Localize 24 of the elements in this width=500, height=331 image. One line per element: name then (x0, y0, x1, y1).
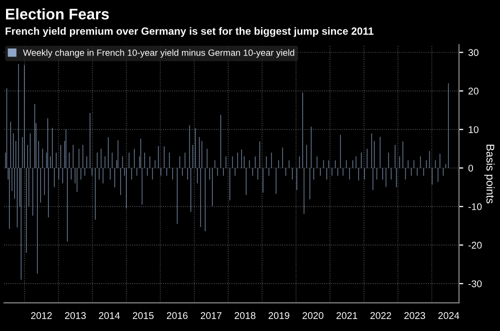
x-tick-label: 2017 (200, 312, 222, 320)
y-tick-label: -10 (468, 203, 482, 210)
chart-title: Election Fears (6, 8, 109, 20)
y-tick-label: -20 (468, 242, 482, 249)
legend-label: Weekly change in French 10-year yield minus German 10-year yield (23, 49, 294, 58)
x-tick-label: 2020 (302, 312, 324, 320)
chart-subtitle: French yield premium over Germany is set for the biggest jump since 2011 (6, 27, 374, 37)
y-tick-label: 30 (468, 49, 478, 56)
y-tick-label: 0 (468, 164, 474, 172)
x-tick-label: 2018 (234, 312, 256, 320)
x-tick-label: 2019 (268, 312, 290, 320)
x-tick-label: 2022 (370, 312, 392, 320)
x-tick-label: 2013 (65, 312, 86, 320)
x-tick-label: 2024 (438, 312, 460, 320)
x-tick-label: 2014 (98, 312, 120, 320)
x-tick-label: 2021 (336, 312, 358, 320)
y-tick-label: 20 (468, 88, 478, 95)
x-tick-label: 2023 (404, 312, 426, 320)
y-tick-label: 10 (468, 126, 478, 134)
x-tick-label: 2016 (166, 312, 188, 320)
x-tick-label: 2015 (132, 312, 154, 320)
x-tick-label: 2012 (31, 312, 52, 320)
y-axis-title: Basis points (484, 144, 495, 204)
y-tick-label: -30 (468, 280, 482, 288)
